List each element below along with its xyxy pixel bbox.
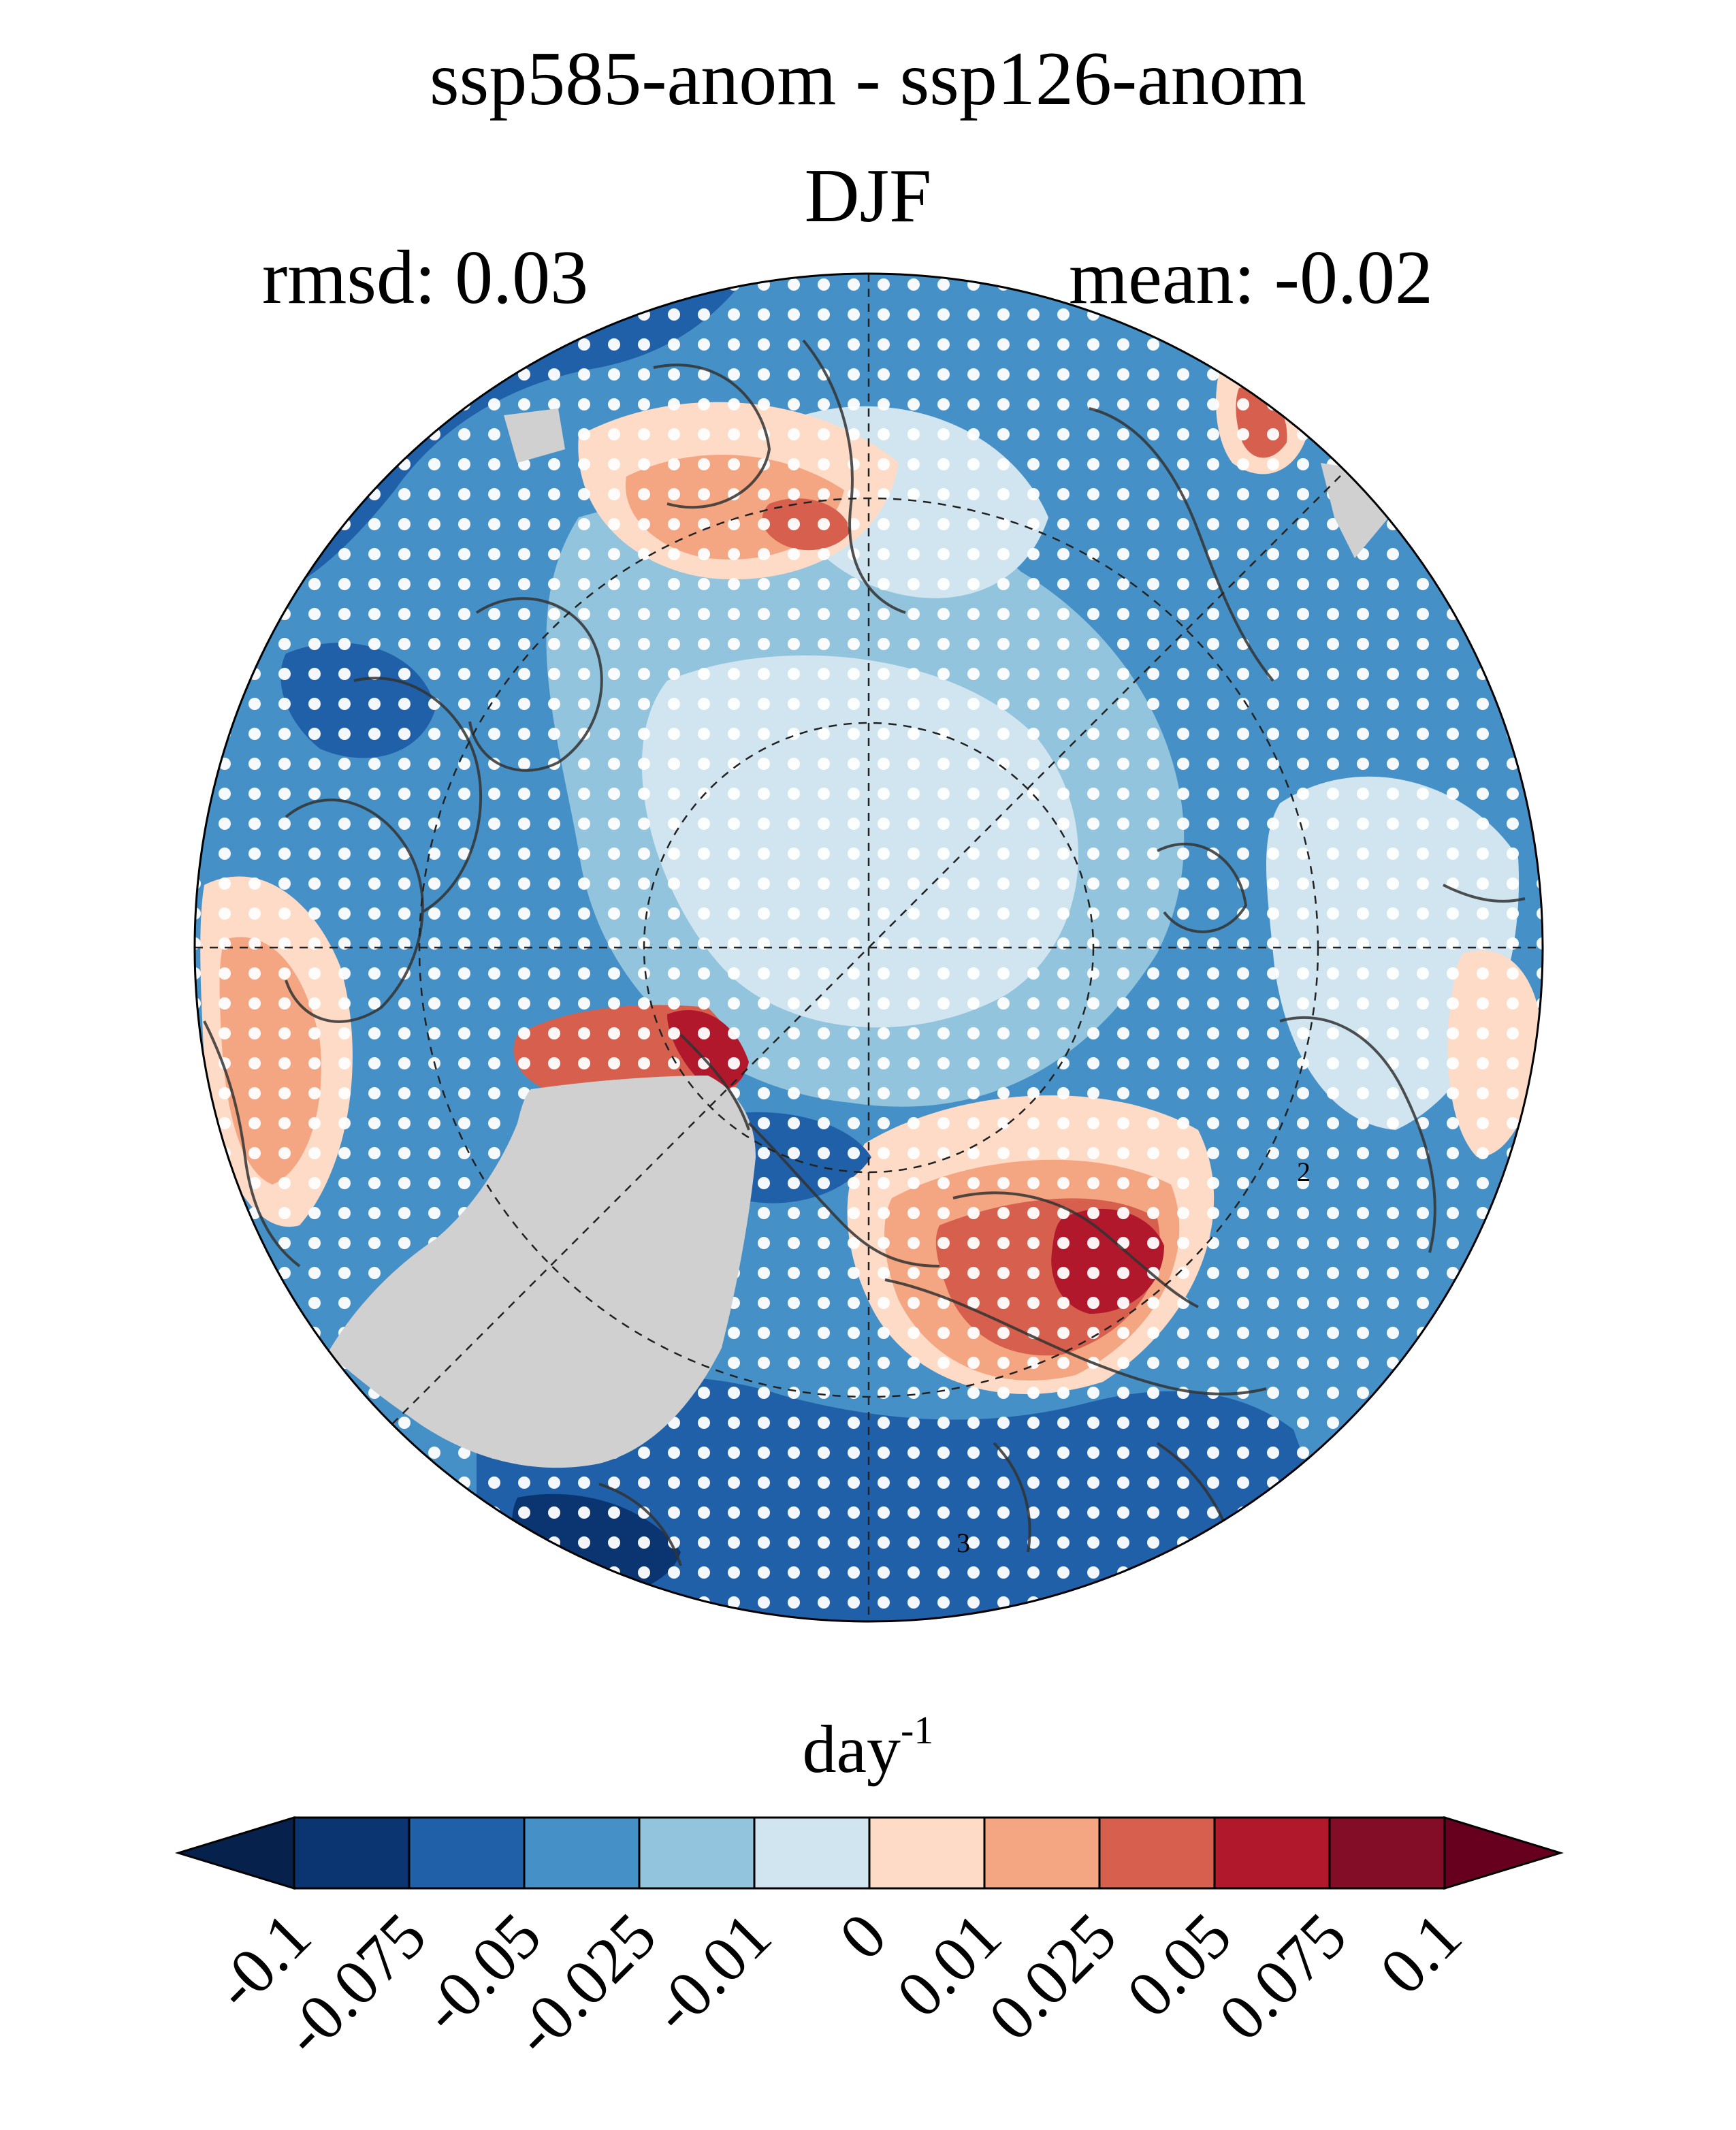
contour-label: 2 (1297, 1157, 1311, 1187)
season-label: DJF (804, 154, 932, 238)
colorbar-box (868, 1816, 986, 1890)
colorbar-tick-label: 0.025 (974, 1899, 1129, 2054)
colorbar-tick-label: 0 (825, 1899, 900, 1973)
colorbar-tick-label: 0.1 (1366, 1899, 1475, 2008)
land-mask-ne (1321, 463, 1389, 558)
colorbar-box (1328, 1816, 1446, 1890)
colorbar-tick-label: 0.075 (1204, 1899, 1360, 2054)
colorbar-box (293, 1816, 411, 1890)
colorbar-extend-max (1443, 1816, 1564, 1890)
map-frame (193, 272, 1544, 1623)
colorbar-box (523, 1816, 641, 1890)
land-contours (203, 339, 1526, 1566)
colorbar-unit-exponent: -1 (901, 1707, 934, 1752)
graticule (195, 274, 1543, 1621)
colorbar-tick-labels: -0.1-0.075-0.05-0.025-0.01 00.010.0250.05… (200, 1899, 1475, 2069)
colorbar-box (408, 1816, 526, 1890)
land-mask-nw (504, 408, 565, 463)
land-mask-greenland (327, 1076, 756, 1468)
mean-label: mean: (1069, 236, 1255, 320)
colorbar-box (983, 1816, 1101, 1890)
plot-title: ssp585-anom - ssp126-anom (430, 37, 1306, 121)
contour-label: 3 (957, 1528, 970, 1558)
mean-stat: mean: -0.02 (1069, 240, 1433, 316)
colorbar-box (638, 1816, 756, 1890)
colorbar-box (753, 1816, 871, 1890)
mean-value: -0.02 (1274, 236, 1433, 320)
map-field (195, 274, 1543, 1621)
rmsd-label: rmsd: (262, 236, 436, 320)
colorbar-box (1213, 1816, 1331, 1890)
colorbar-unit: day (802, 1711, 901, 1787)
colorbar-title: day-1 (0, 1710, 1736, 1784)
colorbar-extend-min (174, 1816, 295, 1890)
colorbar-box (1098, 1816, 1216, 1890)
colorbar-tick-label: -0.01 (637, 1899, 785, 2046)
rmsd-value: 0.03 (455, 236, 589, 320)
rmsd-stat: rmsd: 0.03 (262, 240, 588, 316)
colorbar-boxes (174, 1816, 1564, 1890)
